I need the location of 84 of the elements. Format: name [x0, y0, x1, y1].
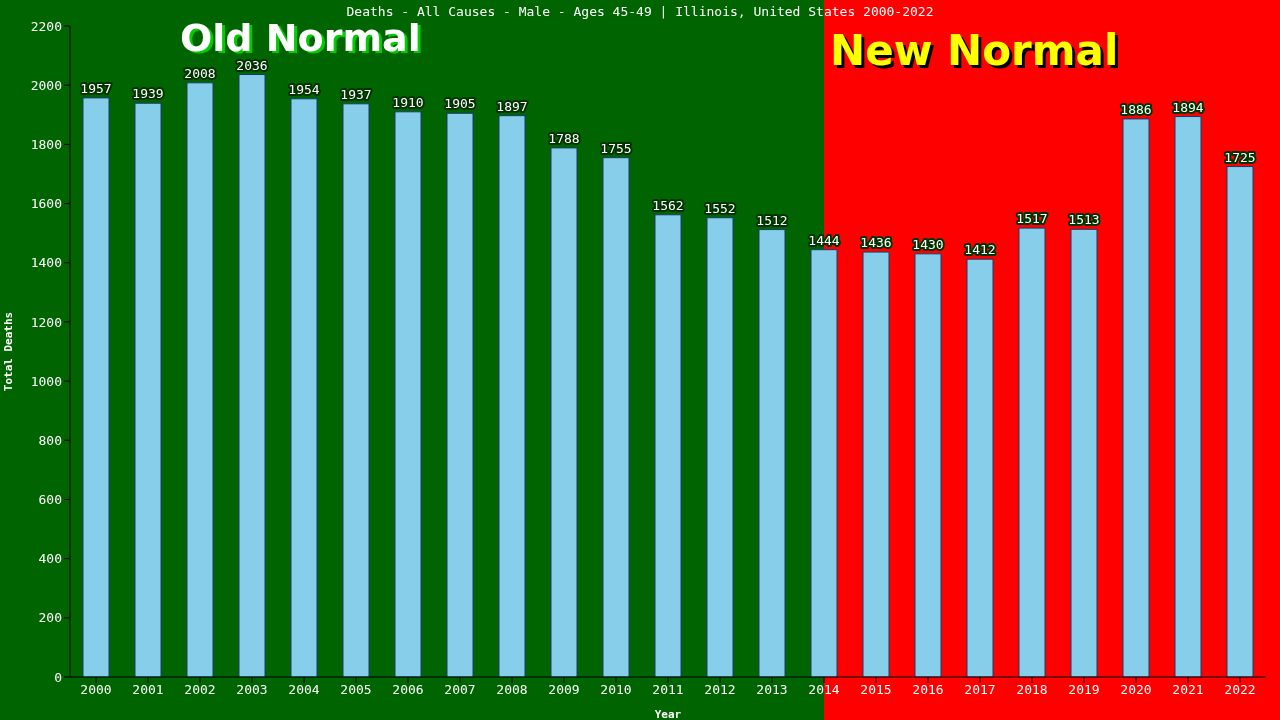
bar	[758, 229, 786, 677]
data-label: 1939	[132, 86, 164, 102]
y-tick-label: 400	[38, 551, 62, 567]
y-tick-label: 1000	[30, 373, 62, 389]
x-tick-label: 2001	[132, 682, 164, 698]
bar	[134, 102, 162, 677]
data-label: 1905	[444, 96, 476, 112]
y-tick-label: 2000	[30, 77, 62, 93]
x-tick-label: 2011	[652, 682, 684, 698]
bar	[706, 217, 734, 677]
y-tick-label: 1800	[30, 136, 62, 152]
x-tick-label: 2010	[600, 682, 632, 698]
y-tick-label: 1600	[30, 196, 62, 212]
data-label: 1910	[392, 94, 424, 110]
x-tick-label: 2022	[1224, 682, 1256, 698]
x-tick-label: 2018	[1016, 682, 1048, 698]
data-label: 1954	[288, 81, 320, 97]
y-tick-label: 2200	[30, 18, 62, 34]
bar	[1018, 227, 1046, 677]
data-label: 1957	[80, 80, 112, 96]
bar	[186, 82, 214, 677]
x-tick-label: 2007	[444, 682, 476, 698]
bar	[1226, 166, 1254, 677]
bar	[602, 157, 630, 677]
y-tick-label: 800	[38, 432, 62, 448]
x-tick-label: 2017	[964, 682, 996, 698]
y-tick-label: 0	[54, 669, 62, 685]
data-label: 1788	[548, 130, 580, 146]
bar	[654, 214, 682, 677]
x-tick-label: 2008	[496, 682, 528, 698]
x-tick-label: 2016	[912, 682, 944, 698]
x-axis-title: Year	[654, 708, 682, 720]
data-label: 1894	[1172, 99, 1204, 115]
bar	[1070, 228, 1098, 677]
data-label: 1725	[1224, 149, 1256, 165]
data-label: 1430	[912, 236, 944, 252]
x-tick-label: 2002	[184, 682, 216, 698]
bar	[966, 258, 994, 677]
x-tick-label: 2000	[80, 682, 112, 698]
bar	[290, 98, 318, 677]
data-label: 1562	[652, 197, 684, 213]
y-tick-label: 1400	[30, 255, 62, 271]
x-tick-label: 2015	[860, 682, 892, 698]
y-axis-title: Total Deaths	[1, 311, 15, 392]
data-label: 1517	[1016, 211, 1048, 227]
data-label: 1512	[756, 212, 788, 228]
bar	[1174, 116, 1202, 677]
x-tick-label: 2012	[704, 682, 736, 698]
x-tick-label: 2019	[1068, 682, 1100, 698]
bar	[862, 251, 890, 677]
annotation: New Normal	[830, 26, 1119, 75]
x-tick-label: 2005	[340, 682, 372, 698]
bar	[498, 115, 526, 677]
data-label: 1886	[1120, 101, 1152, 117]
x-tick-label: 2004	[288, 682, 320, 698]
bar	[394, 111, 422, 677]
x-tick-label: 2021	[1172, 682, 1204, 698]
y-tick-label: 1200	[30, 314, 62, 330]
x-tick-label: 2003	[236, 682, 268, 698]
bar	[550, 147, 578, 677]
data-label: 1412	[964, 242, 996, 258]
data-label: 1513	[1068, 212, 1100, 228]
x-tick-label: 2013	[756, 682, 788, 698]
bar	[914, 253, 942, 677]
x-tick-label: 2020	[1120, 682, 1152, 698]
bar	[1122, 118, 1150, 677]
annotation: Old Normal	[180, 16, 421, 60]
bar	[810, 249, 838, 677]
data-label: 2036	[236, 57, 268, 73]
data-label: 1937	[340, 86, 372, 102]
data-label: 2008	[184, 65, 216, 81]
y-tick-label: 600	[38, 492, 62, 508]
bar	[446, 112, 474, 677]
x-tick-label: 2009	[548, 682, 580, 698]
x-tick-label: 2014	[808, 682, 840, 698]
bar	[342, 103, 370, 677]
data-label: 1552	[704, 200, 736, 216]
x-tick-label: 2006	[392, 682, 424, 698]
data-label: 1897	[496, 98, 528, 114]
data-label: 1755	[600, 140, 632, 156]
y-tick-label: 200	[38, 610, 62, 626]
data-label: 1436	[860, 235, 892, 251]
bar	[238, 74, 266, 677]
bar	[82, 97, 110, 677]
